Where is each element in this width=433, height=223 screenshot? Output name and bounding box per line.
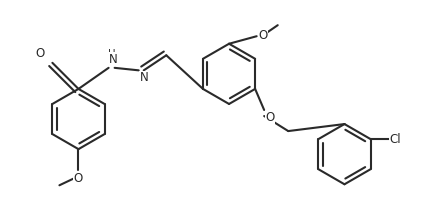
Text: N: N [140, 71, 149, 84]
Text: Cl: Cl [389, 133, 401, 146]
Text: N: N [109, 53, 118, 66]
Text: H: H [108, 49, 115, 59]
Text: O: O [265, 111, 275, 124]
Text: O: O [74, 172, 83, 185]
Text: O: O [36, 47, 45, 60]
Text: O: O [258, 29, 268, 42]
